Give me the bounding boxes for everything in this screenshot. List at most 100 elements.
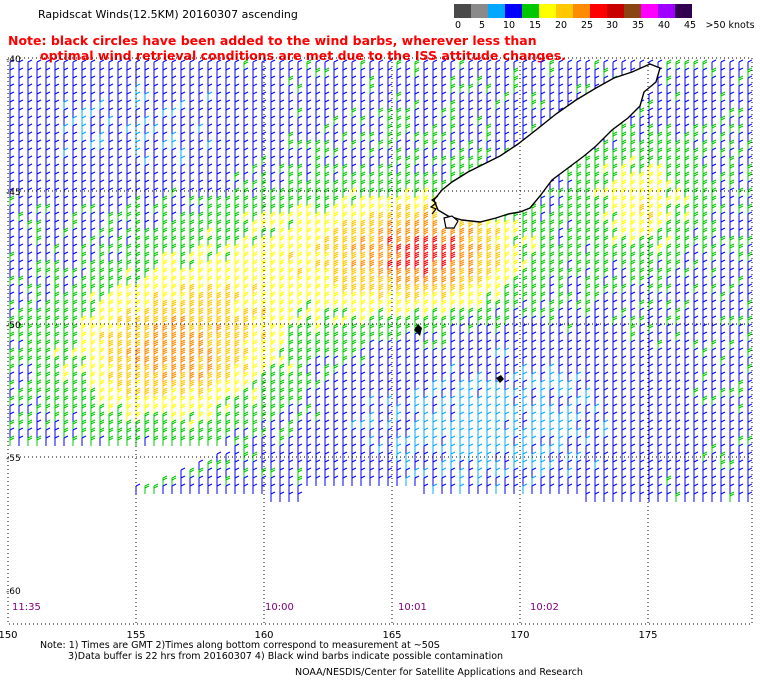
wind-barb [423, 339, 429, 350]
wind-barb [414, 195, 420, 206]
wind-barb [27, 267, 33, 278]
wind-barb [351, 355, 357, 366]
wind-barb [261, 83, 267, 94]
wind-barb [72, 123, 78, 134]
wind-barb [243, 363, 249, 374]
wind-barb [621, 331, 627, 342]
wind-barb [99, 107, 105, 118]
wind-barb [162, 291, 168, 302]
wind-barb [90, 267, 96, 278]
wind-barb [342, 267, 348, 278]
wind-barb [441, 427, 447, 438]
wind-barb [612, 139, 618, 150]
wind-barb [27, 307, 33, 318]
wind-barb [108, 403, 114, 414]
wind-barb [522, 251, 528, 262]
wind-barb [54, 395, 60, 406]
wind-barb [180, 339, 186, 350]
wind-barb [693, 171, 699, 182]
wind-barb [567, 203, 573, 214]
wind-barb [72, 419, 78, 430]
wind-barb [504, 299, 510, 310]
wind-barb [522, 395, 528, 406]
wind-barb [711, 139, 717, 150]
wind-barb [531, 475, 537, 486]
wind-barb [675, 331, 681, 342]
wind-barb [279, 115, 285, 126]
wind-barb [594, 251, 600, 262]
wind-barb [666, 363, 672, 374]
wind-barb [18, 91, 24, 102]
wind-barb [180, 267, 186, 278]
wind-barb [522, 387, 528, 398]
wind-barb [603, 411, 609, 422]
wind-barb [459, 371, 465, 382]
wind-barb [720, 139, 726, 150]
wind-barb [90, 75, 96, 86]
wind-barb [729, 315, 735, 326]
wind-barb [225, 403, 231, 414]
wind-barb [675, 187, 681, 198]
wind-barb [378, 435, 384, 446]
wind-barb [540, 443, 546, 454]
wind-barb [729, 219, 735, 230]
wind-barb [45, 75, 51, 86]
wind-barb [531, 347, 537, 358]
wind-barb [351, 387, 357, 398]
wind-barb [171, 307, 177, 318]
wind-barb [639, 331, 645, 342]
wind-barb [612, 387, 618, 398]
wind-barb [468, 411, 474, 422]
wind-barb [450, 355, 456, 366]
wind-barb [747, 259, 752, 270]
wind-barb [432, 427, 438, 438]
wind-barb [324, 291, 330, 302]
wind-barb [189, 435, 195, 446]
wind-barb [594, 155, 600, 166]
wind-barb [747, 155, 752, 166]
wind-barb [27, 291, 33, 302]
wind-barb [135, 419, 141, 430]
wind-barb [387, 203, 393, 214]
wind-barb [108, 387, 114, 398]
wind-barb [135, 163, 141, 174]
wind-barb [180, 163, 186, 174]
wind-barb [180, 371, 186, 382]
wind-barb [549, 443, 555, 454]
wind-barb [522, 91, 528, 102]
wind-barb [342, 163, 348, 174]
wind-barb [99, 155, 105, 166]
wind-barb [504, 91, 510, 102]
wind-barb [54, 419, 60, 430]
wind-barb [162, 91, 168, 102]
wind-barb [360, 203, 366, 214]
wind-barb [360, 67, 366, 78]
wind-barb [342, 75, 348, 86]
wind-barb [675, 451, 681, 462]
wind-barb [477, 283, 483, 294]
wind-barb [468, 91, 474, 102]
wind-barb [315, 275, 321, 286]
wind-barb [153, 195, 159, 206]
wind-barb [27, 139, 33, 150]
wind-barb [99, 83, 105, 94]
wind-barb [495, 211, 501, 222]
wind-barb [639, 211, 645, 222]
wind-barb [495, 427, 501, 438]
wind-barb [45, 203, 51, 214]
wind-barb [162, 355, 168, 366]
wind-barb [639, 283, 645, 294]
wind-barb [63, 379, 69, 390]
wind-barb [657, 443, 663, 454]
wind-barb [90, 123, 96, 134]
wind-barb [747, 483, 752, 494]
wind-barb [504, 411, 510, 422]
wind-barb [522, 243, 528, 254]
wind-barb [387, 187, 393, 198]
wind-barb [594, 379, 600, 390]
wind-barb [369, 355, 375, 366]
wind-barb [468, 139, 474, 150]
wind-barb [414, 171, 420, 182]
wind-barb [153, 107, 159, 118]
wind-barb [144, 387, 150, 398]
